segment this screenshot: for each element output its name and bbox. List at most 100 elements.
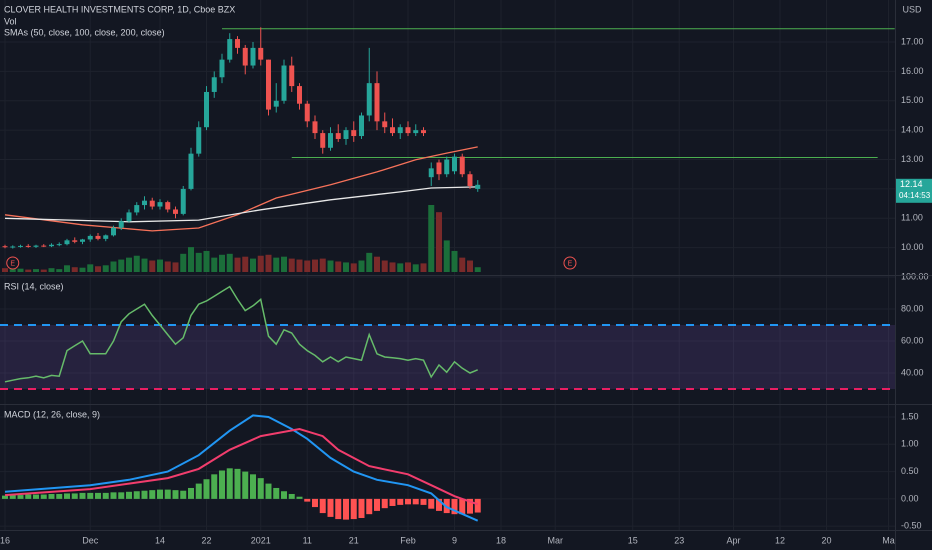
- volume-bar: [428, 205, 435, 272]
- candle-body: [219, 59, 225, 78]
- histogram-bar: [350, 498, 357, 520]
- candle-body: [211, 77, 217, 92]
- volume-bar: [118, 259, 125, 272]
- histogram-bar: [404, 498, 411, 505]
- volume-bar: [451, 250, 458, 272]
- volume-bar: [1, 268, 8, 272]
- histogram-bar: [226, 468, 233, 499]
- volume-bar: [280, 256, 287, 272]
- pane-title: CLOVER HEALTH INVESTMENTS CORP, 1D, Cboe…: [4, 4, 235, 14]
- candle-body: [382, 121, 388, 128]
- volume-bar: [203, 250, 210, 272]
- candle-body: [312, 121, 318, 134]
- legend-line: Vol: [4, 16, 17, 26]
- volume-bar: [373, 256, 380, 272]
- histogram-bar: [63, 493, 70, 499]
- histogram-bar: [273, 487, 280, 499]
- histogram-bar: [125, 491, 132, 499]
- candle-body: [296, 86, 302, 104]
- x-tick-label: 14: [155, 535, 165, 545]
- histogram-bar: [280, 491, 287, 499]
- histogram-bar: [102, 492, 109, 499]
- volume-bar: [234, 257, 241, 272]
- candle-body: [134, 205, 140, 213]
- volume-bar: [249, 258, 256, 272]
- volume-bar: [412, 264, 419, 272]
- histogram-bar: [25, 494, 32, 499]
- volume-bar: [435, 212, 442, 272]
- legend-line: SMAs (50, close, 100, close, 200, close): [4, 27, 165, 37]
- volume-bar: [79, 267, 86, 272]
- volume-bar: [288, 258, 295, 272]
- histogram-bar: [420, 498, 427, 505]
- candle-body: [48, 244, 54, 247]
- candle-body: [79, 239, 85, 242]
- y-tick-label: 100.00: [901, 271, 929, 281]
- histogram-bar: [110, 492, 117, 499]
- histogram-bar: [71, 493, 78, 499]
- x-tick-label: 2021: [251, 535, 271, 545]
- histogram-bar: [451, 498, 458, 515]
- histogram-bar: [265, 483, 272, 499]
- sma-line: [4, 186, 478, 223]
- histogram-bar: [133, 491, 140, 499]
- candle-body: [273, 100, 279, 107]
- volume-bar: [211, 257, 218, 272]
- candle-body: [10, 246, 16, 248]
- volume-bar: [156, 259, 163, 272]
- volume-bar: [389, 262, 396, 272]
- histogram-bar: [366, 498, 373, 515]
- histogram-bar: [79, 492, 86, 499]
- histogram-bar: [9, 495, 16, 499]
- candle-body: [196, 127, 202, 154]
- candle-body: [172, 209, 178, 214]
- candle-body: [304, 103, 310, 122]
- histogram-bar: [319, 498, 326, 514]
- histogram-bar: [242, 471, 249, 499]
- volume-bar: [381, 260, 388, 272]
- histogram-bar: [428, 498, 435, 509]
- x-tick-label: 23: [674, 535, 684, 545]
- y-tick-label: 16.00: [901, 66, 924, 76]
- histogram-bar: [373, 498, 380, 511]
- candle-body: [265, 59, 271, 110]
- volume-bar: [180, 253, 187, 272]
- x-tick-label: 9: [452, 535, 457, 545]
- candle-body: [320, 133, 326, 148]
- histogram-bar: [389, 498, 396, 506]
- pane-title: RSI (14, close): [4, 281, 64, 291]
- volume-bar: [397, 263, 404, 272]
- candle-body: [289, 65, 295, 87]
- histogram-bar: [474, 498, 481, 513]
- last-price-box: [896, 178, 932, 203]
- y-tick-label: 0.50: [901, 466, 919, 476]
- volume-bar: [265, 254, 272, 272]
- candle-body: [475, 184, 481, 189]
- candle-body: [188, 153, 194, 189]
- y-tick-label: 13.00: [901, 154, 924, 164]
- histogram-bar: [17, 495, 24, 499]
- candle-body: [2, 246, 8, 248]
- earnings-label: E: [568, 260, 573, 267]
- y-tick-label: 1.50: [901, 411, 919, 421]
- candle-body: [33, 245, 39, 247]
- earnings-marker: [563, 256, 577, 270]
- x-tick-label: Apr: [726, 535, 740, 545]
- x-tick-label: Ma: [882, 535, 895, 545]
- earnings-marker: [6, 256, 20, 270]
- volume-bar: [172, 262, 179, 272]
- volume-bar: [319, 258, 326, 272]
- x-tick-label: 20: [821, 535, 831, 545]
- candle-body: [397, 127, 403, 134]
- volume-bar: [94, 266, 101, 272]
- rsi-line: [4, 285, 478, 383]
- last-price-label: 12.14: [900, 179, 923, 189]
- volume-bar: [102, 265, 109, 272]
- x-tick-label: Dec: [82, 535, 99, 545]
- candle-body: [64, 240, 70, 245]
- candle-body: [87, 235, 93, 240]
- candle-body: [250, 47, 256, 66]
- histogram-bar: [118, 492, 125, 499]
- histogram-bar: [211, 474, 218, 499]
